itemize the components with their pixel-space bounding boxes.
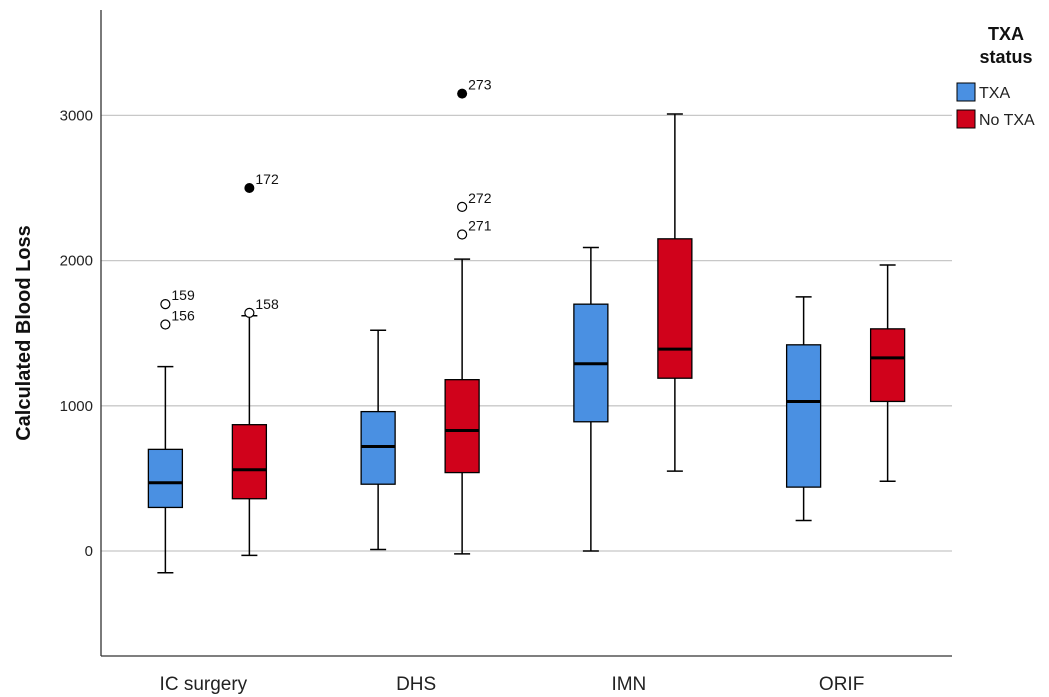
box-iqr [657,238,693,379]
y-tick-labels: 0 1000 2000 3000 [60,107,93,560]
box-no-txa: 271 272 273 [444,77,492,555]
outlier [160,299,171,310]
outlier-label: 273 [468,77,492,93]
outlier-label: 159 [171,287,195,303]
legend: TXA status TXA No TXA [956,24,1035,129]
category-label: ORIF [819,674,864,695]
outlier-label: 172 [255,171,279,187]
box-iqr [231,424,268,500]
box-no-txa [869,264,906,483]
axes [100,10,952,657]
outlier-label: 158 [255,296,279,312]
box-txa [785,296,822,522]
outlier-extreme [244,183,255,193]
box-txa [573,246,609,552]
box-iqr [785,344,822,488]
legend-title-line-2: status [979,47,1032,67]
outlier [160,319,171,330]
legend-label-no-txa: No TXA [979,112,1035,129]
gridlines [101,114,952,552]
box-iqr [869,328,906,403]
box-no-txa: 158 172 [231,171,279,557]
outlier-extreme [457,88,468,99]
category-labels: IC surgery DHS IMN ORIF [160,674,865,695]
box-iqr [444,379,480,474]
category-label: DHS [396,674,436,695]
category-label: IMN [611,674,646,695]
outlier-label: 272 [468,190,492,206]
outlier [457,229,468,240]
y-tick-label: 3000 [60,107,93,124]
outlier-label: 271 [468,217,492,233]
box-iqr [147,448,184,509]
category-label: IC surgery [160,674,248,695]
y-tick-label: 1000 [60,398,93,415]
outlier-label: 156 [171,307,195,323]
legend-label-txa: TXA [979,85,1010,102]
y-tick-label: 0 [85,543,93,560]
legend-swatch-no-txa [956,109,976,129]
box-no-txa [657,113,693,472]
outlier [457,201,468,212]
y-tick-label: 2000 [60,253,93,270]
box-txa [360,329,396,551]
legend-swatch-txa [956,82,976,102]
y-axis-label: Calculated Blood Loss [13,225,35,441]
legend-title-line-1: TXA [988,24,1024,44]
outlier [244,307,255,318]
